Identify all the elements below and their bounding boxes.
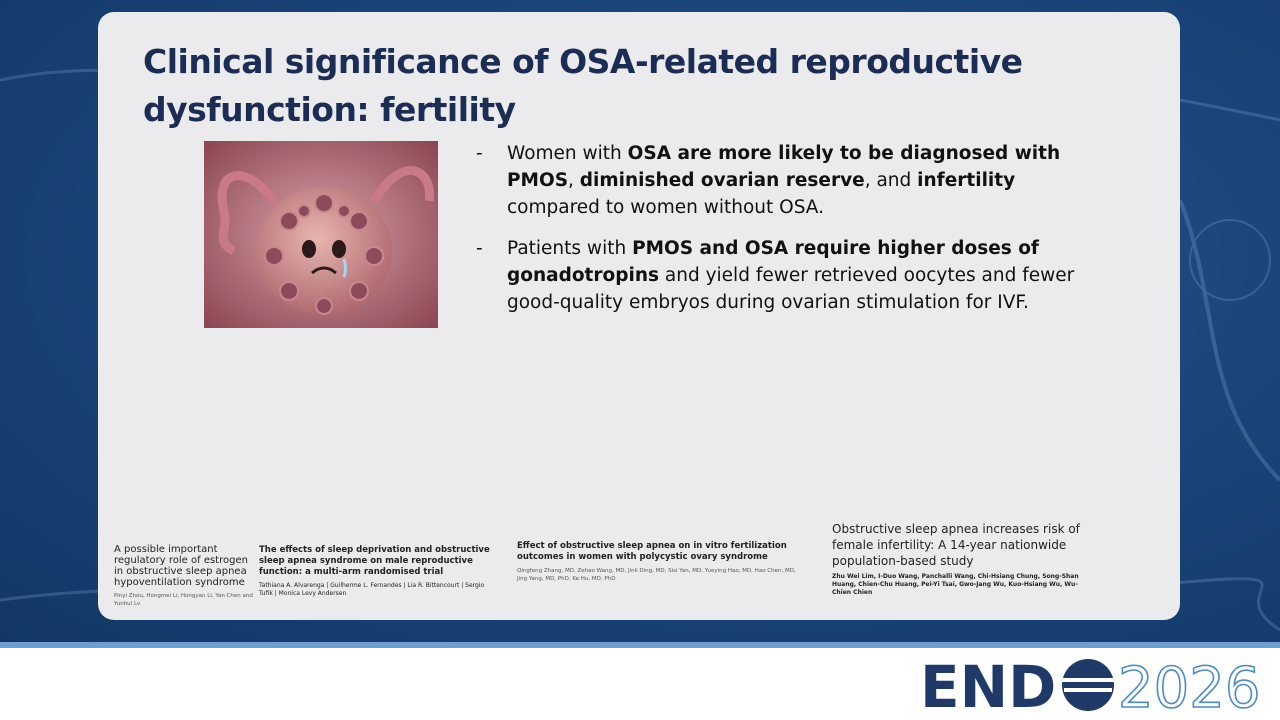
reference-authors: Pinyi Zhou, Hongmei Li, Hongyan Li, Yan … (114, 593, 253, 607)
reference-authors: Zhu Wei Lim, I-Duo Wang, Panchalli Wang,… (832, 573, 1079, 596)
bullet-text: compared to women without OSA. (507, 197, 824, 218)
reference: Obstructive sleep apnea increases risk o… (832, 521, 1092, 597)
slide-title: Clinical significance of OSA-related rep… (143, 42, 1023, 129)
bullet-text: infertility (917, 170, 1016, 191)
bullet-text: Women with (507, 143, 628, 164)
reference: The effects of sleep deprivation and obs… (259, 545, 495, 598)
reference-authors: Tathiana A. Alvarenga | Guilherme L. Fer… (259, 582, 485, 597)
logo-word: END (920, 653, 1056, 718)
reference-title: The effects of sleep deprivation and obs… (259, 545, 490, 577)
bullet-list: Women with OSA are more likely to be dia… (476, 140, 1076, 330)
reference: Effect of obstructive sleep apnea on in … (517, 541, 807, 583)
slide-card: Clinical significance of OSA-related rep… (98, 12, 1180, 620)
bullet: Women with OSA are more likely to be dia… (476, 140, 1076, 221)
bullet-text: , (568, 170, 580, 191)
reference-title: Effect of obstructive sleep apnea on in … (517, 541, 787, 562)
bullet-text: and yield fewer retrieved oocytes and fe… (507, 265, 1075, 313)
reference-title: Obstructive sleep apnea increases risk o… (832, 522, 1080, 568)
bullet-text: PMOS and OSA require higher doses of gon… (507, 238, 1039, 286)
bullet-text: , and (864, 170, 918, 191)
accent-strip (0, 642, 1280, 648)
reference-title: A possible important regulatory role of … (114, 544, 248, 588)
ovary-illustration (204, 141, 438, 328)
bullet: Patients with PMOS and OSA require highe… (476, 235, 1076, 316)
logo-globe (1062, 659, 1114, 711)
logo-year: 2026 (1118, 656, 1261, 718)
bullet-text: diminished ovarian reserve (579, 170, 865, 191)
reference-authors: Qingfeng Zhang, MD, Zehao Wang, MD, Jinl… (517, 568, 796, 582)
bullet-text: Patients with (507, 238, 633, 259)
bullet-text: OSA are more likely to be diagnosed with… (507, 143, 1061, 191)
reference: A possible important regulatory role of … (114, 544, 254, 608)
logo: END 2026 (920, 653, 1261, 718)
